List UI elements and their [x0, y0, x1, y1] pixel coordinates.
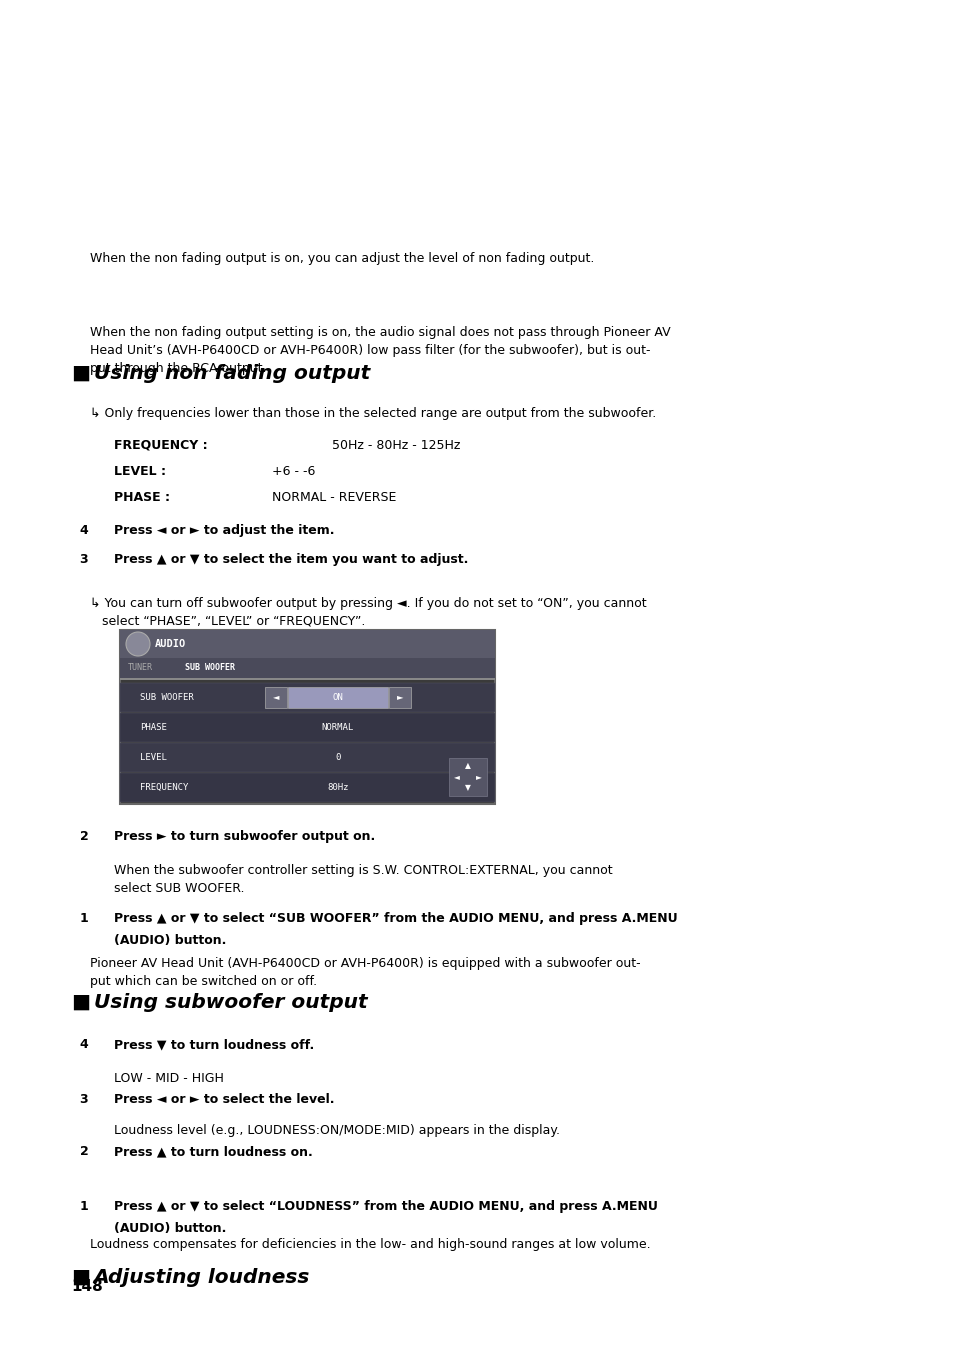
Text: +6 - -6: +6 - -6 — [272, 465, 314, 478]
Text: 2: 2 — [79, 1145, 89, 1157]
Bar — [120, 630, 495, 804]
Text: 148: 148 — [71, 1279, 103, 1294]
Text: (AUDIO) button.: (AUDIO) button. — [113, 934, 226, 947]
Bar — [265, 687, 287, 708]
Text: PHASE :: PHASE : — [113, 491, 170, 505]
Text: Using non fading output: Using non fading output — [93, 364, 370, 383]
Bar — [120, 683, 495, 712]
Text: SUB WOOFER: SUB WOOFER — [185, 664, 234, 673]
Text: ■: ■ — [71, 993, 91, 1012]
Text: Adjusting loudness: Adjusting loudness — [93, 1268, 310, 1287]
Text: LOW - MID - HIGH: LOW - MID - HIGH — [113, 1072, 223, 1085]
Text: Press ▲ or ▼ to select “LOUDNESS” from the AUDIO MENU, and press A.MENU: Press ▲ or ▼ to select “LOUDNESS” from t… — [113, 1201, 657, 1213]
Bar — [288, 687, 388, 708]
Text: Press ► to turn subwoofer output on.: Press ► to turn subwoofer output on. — [113, 830, 375, 843]
Text: 80Hz: 80Hz — [327, 782, 349, 792]
Text: 4: 4 — [79, 1037, 89, 1051]
Text: FREQUENCY :: FREQUENCY : — [113, 438, 207, 452]
Bar — [449, 758, 486, 796]
Text: 1: 1 — [79, 1201, 89, 1213]
Text: Loudness level (e.g., LOUDNESS:ON/MODE:MID) appears in the display.: Loudness level (e.g., LOUDNESS:ON/MODE:M… — [113, 1124, 559, 1137]
Text: put through the RCA output.: put through the RCA output. — [90, 362, 266, 375]
Text: When the subwoofer controller setting is S.W. CONTROL:EXTERNAL, you cannot: When the subwoofer controller setting is… — [113, 863, 612, 877]
Text: Press ▲ or ▼ to select “SUB WOOFER” from the AUDIO MENU, and press A.MENU: Press ▲ or ▼ to select “SUB WOOFER” from… — [113, 912, 677, 925]
Circle shape — [126, 631, 150, 656]
Text: 3: 3 — [79, 553, 88, 567]
Text: ◄: ◄ — [454, 773, 459, 781]
Text: 4: 4 — [79, 523, 89, 537]
Text: 2: 2 — [79, 830, 89, 843]
Bar — [120, 773, 495, 803]
Bar — [389, 687, 411, 708]
Text: PHASE: PHASE — [140, 723, 167, 731]
Bar — [120, 679, 495, 680]
Text: SUB WOOFER: SUB WOOFER — [140, 692, 193, 701]
Text: ▲: ▲ — [464, 761, 471, 770]
Text: ↳ You can turn off subwoofer output by pressing ◄. If you do not set to “ON”, yo: ↳ You can turn off subwoofer output by p… — [90, 598, 645, 610]
Text: NORMAL - REVERSE: NORMAL - REVERSE — [272, 491, 395, 505]
Text: Press ◄ or ► to select the level.: Press ◄ or ► to select the level. — [113, 1093, 334, 1106]
Text: Pioneer AV Head Unit (AVH-P6400CD or AVH-P6400R) is equipped with a subwoofer ou: Pioneer AV Head Unit (AVH-P6400CD or AVH… — [90, 956, 639, 970]
Text: ■: ■ — [71, 1268, 91, 1287]
Text: Press ▲ or ▼ to select the item you want to adjust.: Press ▲ or ▼ to select the item you want… — [113, 553, 467, 567]
Text: Using subwoofer output: Using subwoofer output — [93, 993, 367, 1012]
Text: select SUB WOOFER.: select SUB WOOFER. — [113, 882, 244, 894]
Text: When the non fading output setting is on, the audio signal does not pass through: When the non fading output setting is on… — [90, 326, 669, 339]
Text: Press ◄ or ► to adjust the item.: Press ◄ or ► to adjust the item. — [113, 523, 334, 537]
Text: ■: ■ — [71, 364, 91, 383]
Bar — [120, 658, 495, 679]
Text: Press ▲ to turn loudness on.: Press ▲ to turn loudness on. — [113, 1145, 312, 1157]
Text: LEVEL :: LEVEL : — [113, 465, 166, 478]
Text: put which can be switched on or off.: put which can be switched on or off. — [90, 975, 316, 987]
Text: ►: ► — [476, 773, 481, 781]
Text: 3: 3 — [79, 1093, 88, 1106]
Text: ↳ Only frequencies lower than those in the selected range are output from the su: ↳ Only frequencies lower than those in t… — [90, 407, 655, 420]
Text: Head Unit’s (AVH-P6400CD or AVH-P6400R) low pass filter (for the subwoofer), but: Head Unit’s (AVH-P6400CD or AVH-P6400R) … — [90, 344, 649, 357]
Text: ▼: ▼ — [464, 784, 471, 792]
Text: AUDIO: AUDIO — [154, 639, 186, 649]
Text: (AUDIO) button.: (AUDIO) button. — [113, 1222, 226, 1234]
Text: 0: 0 — [335, 753, 340, 761]
Text: ◄: ◄ — [273, 692, 279, 701]
Text: Press ▼ to turn loudness off.: Press ▼ to turn loudness off. — [113, 1037, 314, 1051]
Text: 50Hz - 80Hz - 125Hz: 50Hz - 80Hz - 125Hz — [332, 438, 459, 452]
Text: TUNER: TUNER — [128, 664, 152, 673]
Text: When the non fading output is on, you can adjust the level of non fading output.: When the non fading output is on, you ca… — [90, 252, 594, 264]
Bar — [120, 743, 495, 772]
Text: LEVEL: LEVEL — [140, 753, 167, 761]
Text: FREQUENCY: FREQUENCY — [140, 782, 188, 792]
Text: NORMAL: NORMAL — [321, 723, 354, 731]
Text: Loudness compensates for deficiencies in the low- and high-sound ranges at low v: Loudness compensates for deficiencies in… — [90, 1238, 650, 1251]
Text: ►: ► — [396, 692, 403, 701]
Bar — [120, 714, 495, 742]
Text: ON: ON — [333, 692, 343, 701]
Text: select “PHASE”, “LEVEL” or “FREQUENCY”.: select “PHASE”, “LEVEL” or “FREQUENCY”. — [90, 615, 365, 629]
Text: 1: 1 — [79, 912, 89, 925]
Bar — [120, 630, 495, 658]
